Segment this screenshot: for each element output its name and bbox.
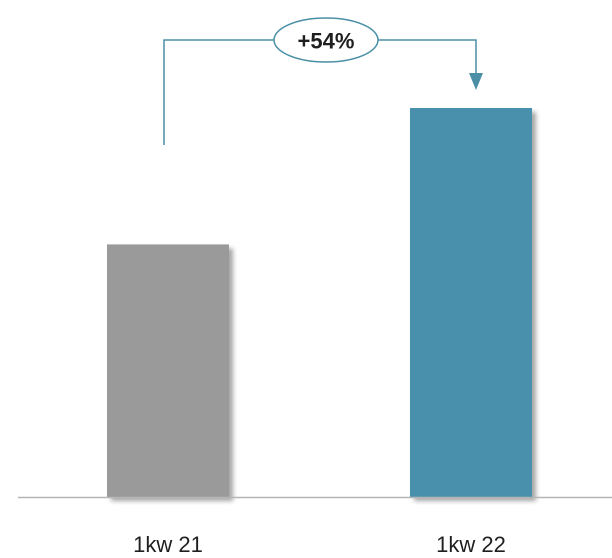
- growth-annotation: +54%: [163, 17, 483, 145]
- x-tick-label: 1kw 21: [133, 532, 203, 557]
- tick-labels-layer: 1kw 21 1kw 22: [133, 532, 506, 557]
- annotation-bubble: [273, 17, 379, 63]
- annotation-connector: [163, 39, 477, 145]
- bar-1kw-22: [410, 108, 532, 497]
- annotation-arrowhead: [469, 73, 483, 90]
- x-tick-label: 1kw 22: [436, 532, 506, 557]
- annotation-label: +54%: [298, 29, 355, 54]
- bar-1kw-21: [107, 244, 229, 497]
- bars-layer: [107, 108, 532, 497]
